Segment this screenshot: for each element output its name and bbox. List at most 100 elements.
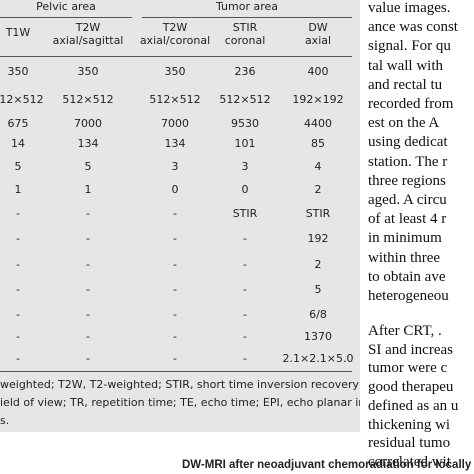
text-line: tumor were c: [368, 360, 448, 377]
cell: -: [243, 283, 247, 296]
cell: 400: [307, 65, 329, 78]
cell: 5: [14, 160, 22, 173]
cell: -: [243, 308, 247, 321]
cell: 512×512: [219, 93, 271, 106]
cell: -: [173, 258, 177, 271]
cell: 3: [171, 160, 179, 173]
cell: 0: [241, 183, 249, 196]
cell: 85: [311, 137, 325, 150]
footnote: ield of view; TR, repetition time; TE, e…: [0, 396, 360, 409]
cell: -: [243, 258, 247, 271]
cell: 350: [164, 65, 186, 78]
cell: -: [86, 352, 90, 365]
cell: -: [16, 283, 20, 296]
cell: -: [173, 232, 177, 245]
text-line: of at least 4 r: [368, 211, 447, 228]
cell: -: [243, 330, 247, 343]
text-line: thickening wi: [368, 416, 451, 433]
cell: STIR: [232, 207, 258, 220]
text-line: within three: [368, 249, 441, 266]
cell: 350: [7, 65, 29, 78]
cell: 7000: [74, 117, 102, 130]
cell: 7000: [161, 117, 189, 130]
cell: 2.1×2.1×5.0: [282, 352, 354, 365]
cell: -: [16, 330, 20, 343]
cell: 4400: [304, 117, 332, 130]
text-line: using dedicat: [368, 134, 448, 151]
cell: -: [173, 308, 177, 321]
cell: -: [86, 207, 90, 220]
column-header: T2W: [162, 21, 188, 34]
cell: 14: [11, 137, 25, 150]
cell: 192×192: [292, 93, 344, 106]
group-header: Pelvic area: [36, 0, 96, 13]
cell: 2: [314, 183, 322, 196]
text-line: good therapeu: [368, 379, 454, 396]
header-rule: [0, 56, 352, 57]
caption: DW-MRI after neoadjuvant chemoradiation …: [182, 459, 472, 471]
cell: 675: [7, 117, 29, 130]
cell: -: [86, 330, 90, 343]
cell: -: [86, 283, 90, 296]
cell: STIR: [305, 207, 331, 220]
column-header: axial/sagittal: [52, 34, 124, 47]
text-line: SI and increas: [368, 341, 453, 358]
cell: -: [173, 330, 177, 343]
column-header: DW: [308, 21, 328, 34]
cell: 1370: [304, 330, 332, 343]
cell: 512×512: [0, 93, 44, 106]
text-line: heterogeneou: [368, 288, 449, 304]
cell: 192: [307, 232, 329, 245]
bottom-rule: [0, 371, 352, 372]
text-line: to obtain ave: [368, 268, 446, 285]
text-line: recorded from: [368, 96, 454, 112]
text-line: station. The r: [368, 153, 448, 170]
column-header: T2W: [75, 21, 101, 34]
text-line: in minimum: [368, 230, 442, 247]
cell: -: [243, 352, 247, 365]
text-line: and rectal tu: [368, 76, 443, 93]
cell: 5: [314, 283, 322, 296]
column-header: axial/coronal: [139, 34, 211, 47]
text-line: tal wall with: [368, 57, 443, 74]
cell: 4: [314, 160, 322, 173]
cell: 1: [14, 183, 22, 196]
cell: -: [16, 258, 20, 271]
text-line: aged. A circu: [368, 192, 447, 208]
cell: 134: [77, 137, 99, 150]
cell: 512×512: [62, 93, 114, 106]
text-line: ter surgery.: [368, 473, 435, 474]
cell: 0: [171, 183, 179, 196]
footnote: s.: [0, 414, 10, 427]
footnote: weighted; T2W, T2-weighted; STIR, short …: [0, 378, 360, 391]
cell: 2: [314, 258, 322, 271]
text-line: three regions: [368, 172, 446, 189]
cell: -: [86, 258, 90, 271]
text-line: residual tumo: [368, 435, 451, 452]
cell: 101: [234, 137, 256, 150]
text-line: signal. For qu: [368, 38, 451, 55]
cell: 512×512: [149, 93, 201, 106]
cell: -: [173, 207, 177, 220]
text-line: value images.: [368, 0, 451, 16]
cell: 134: [164, 137, 186, 150]
cell: 350: [77, 65, 99, 78]
cell: -: [16, 352, 20, 365]
group-rule: [142, 17, 352, 18]
cell: 1: [84, 183, 92, 196]
text-line: After CRT, .: [368, 323, 442, 339]
table: Pelvic area Tumor area T1W T2W axial/sagitta…: [0, 0, 360, 432]
cell: -: [86, 232, 90, 245]
cell: -: [16, 308, 20, 321]
cell: 5: [84, 160, 92, 173]
cell: -: [173, 352, 177, 365]
cell: 3: [241, 160, 249, 173]
group-header: Tumor area: [215, 0, 279, 13]
cell: -: [86, 308, 90, 321]
cell: -: [243, 232, 247, 245]
column-header: coronal: [224, 34, 266, 47]
cell: 236: [234, 65, 256, 78]
column-header: axial: [304, 34, 332, 47]
cell: 6/8: [309, 308, 327, 321]
